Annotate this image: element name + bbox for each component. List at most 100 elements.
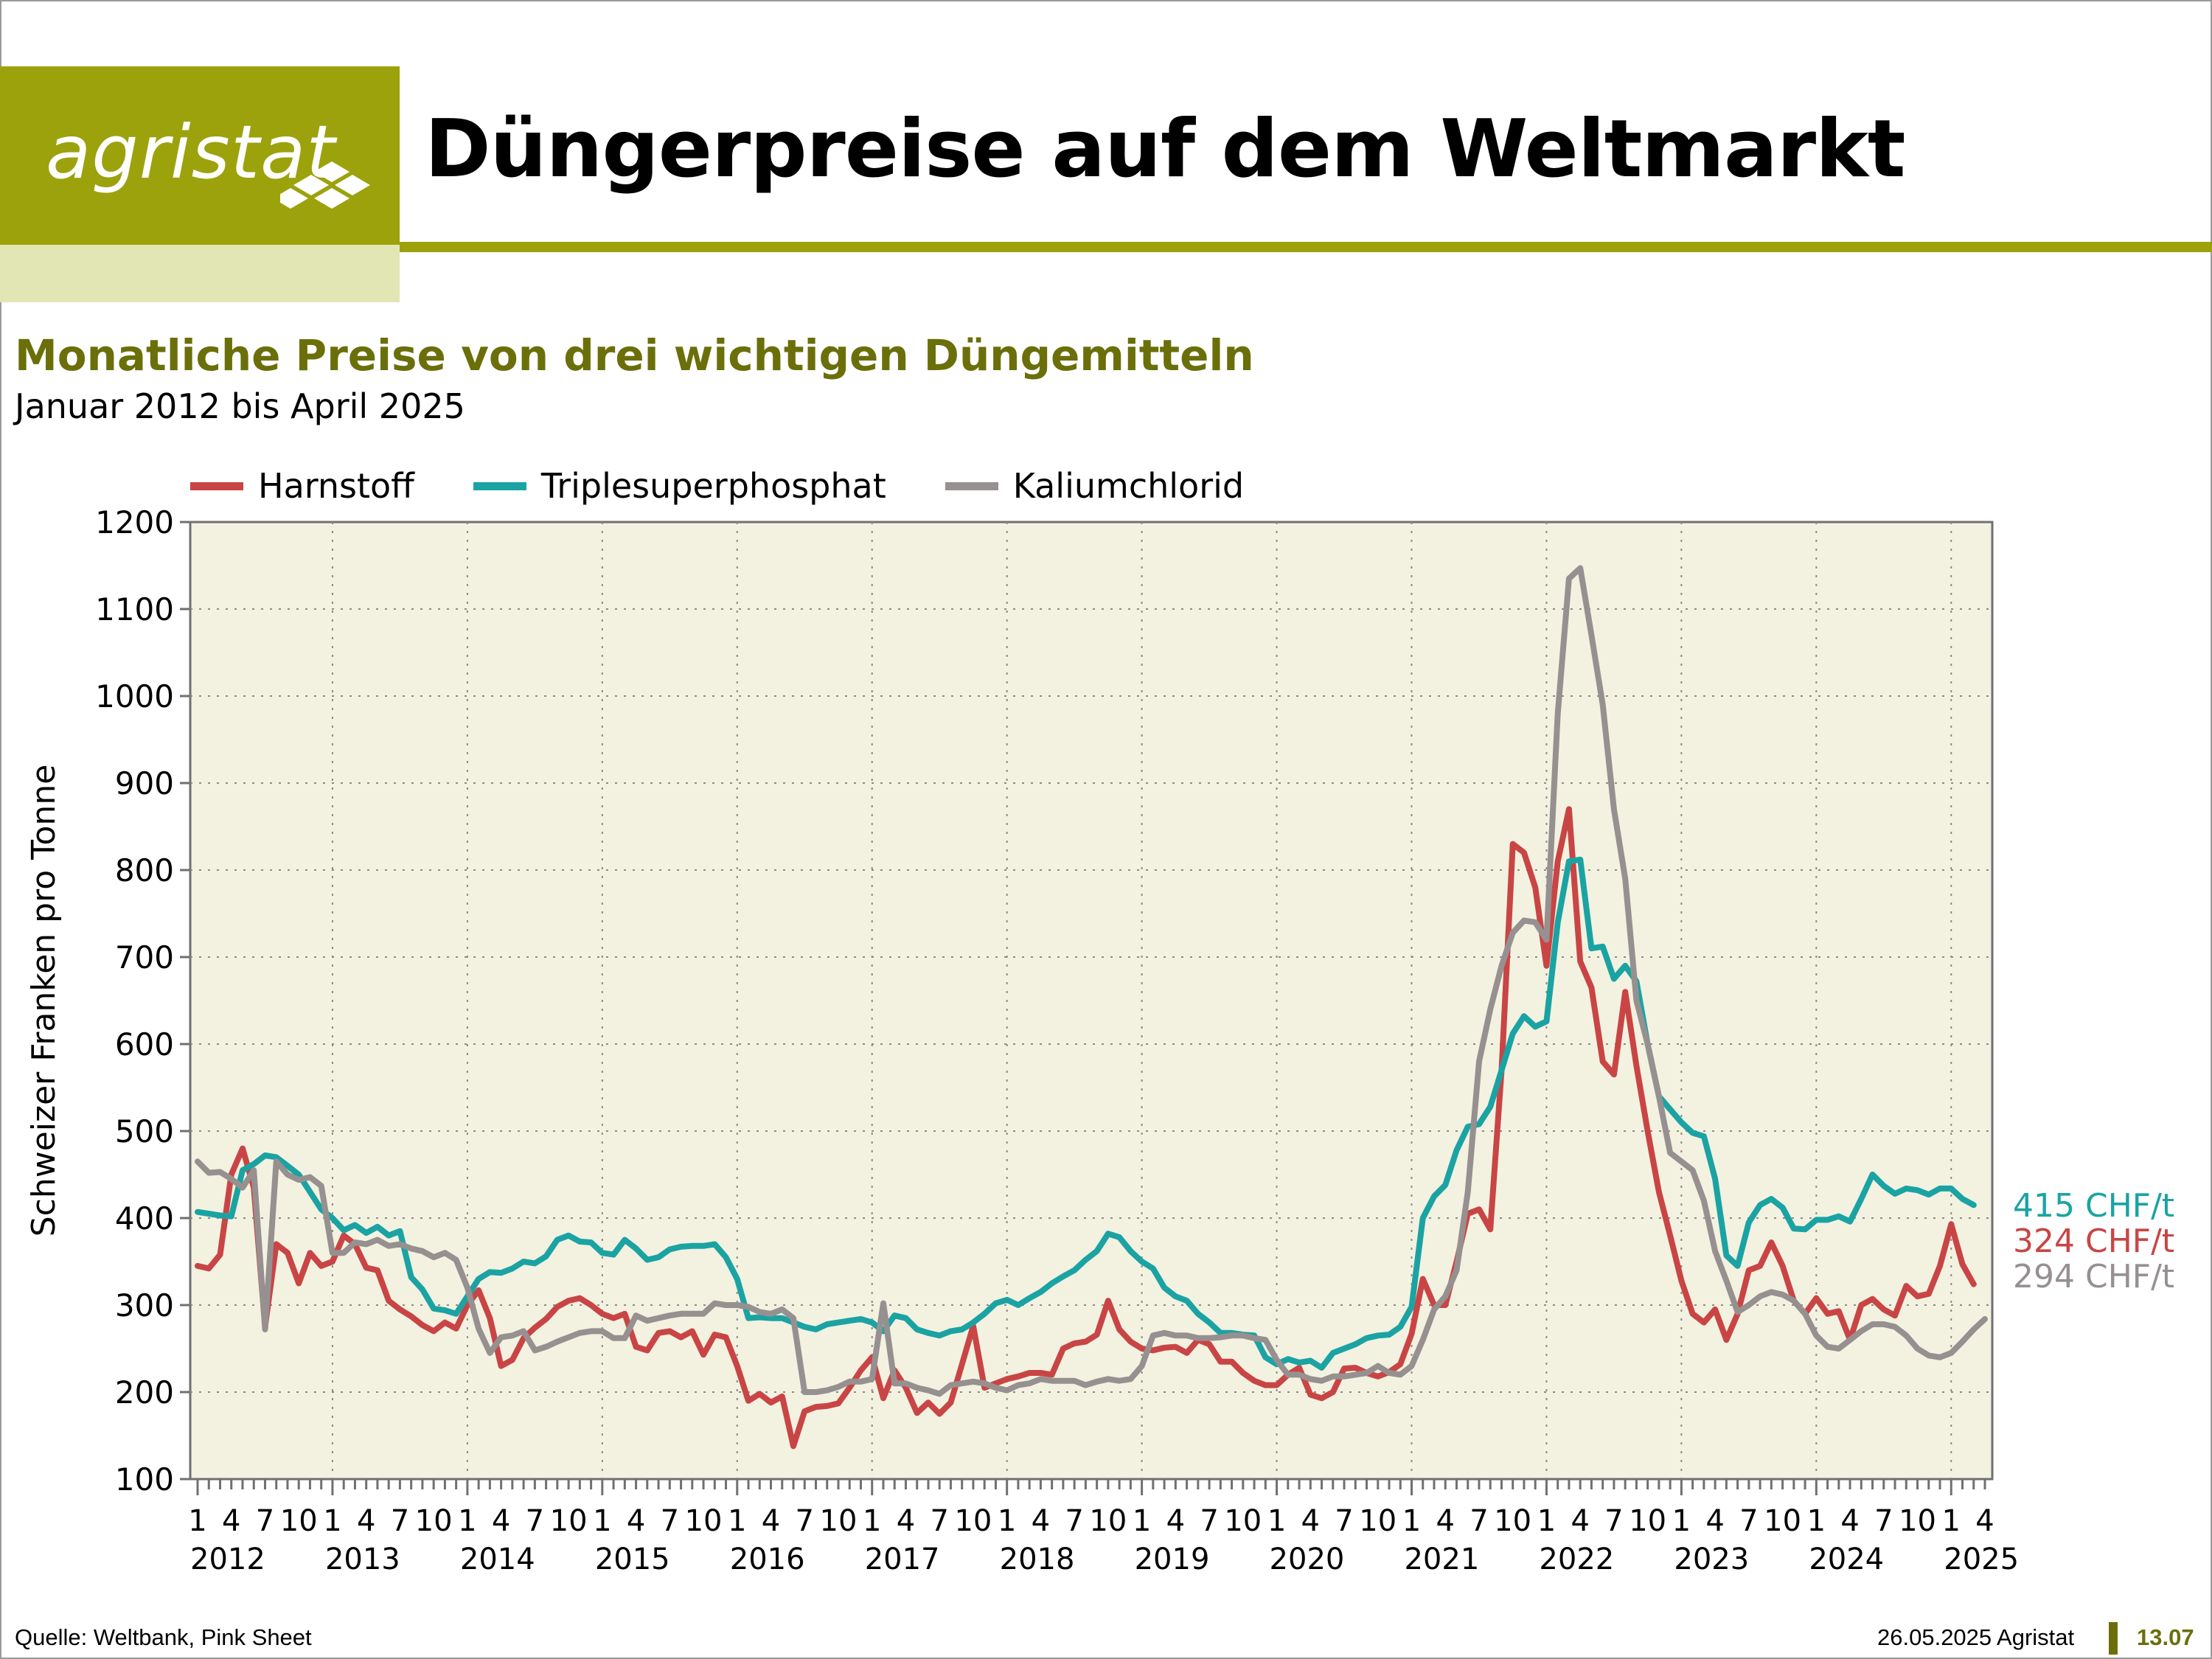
- x-year-label: 2020: [1270, 1543, 1345, 1576]
- x-month-label: 1: [593, 1504, 611, 1538]
- y-tick-label: 500: [115, 1113, 174, 1150]
- header-rule: [400, 242, 2212, 252]
- x-month-label: 10: [1359, 1504, 1397, 1538]
- x-month-label: 4: [1571, 1504, 1589, 1538]
- y-tick-label: 1100: [95, 591, 174, 627]
- end-label-harnstoff: 324 CHF/t: [2013, 1222, 2174, 1260]
- y-tick-label: 800: [115, 852, 174, 888]
- legend-swatch-harnstoff: [190, 481, 243, 490]
- y-tick-label: 200: [115, 1374, 174, 1411]
- x-month-label: 1: [728, 1504, 746, 1538]
- end-label-triplesuperphosphat: 415 CHF/t: [2013, 1187, 2174, 1225]
- x-month-label: 4: [1840, 1504, 1859, 1538]
- date-range: Januar 2012 bis April 2025: [15, 386, 465, 426]
- footer-date: 26.05.2025 Agristat: [1877, 1624, 2075, 1650]
- x-year-label: 2013: [325, 1543, 400, 1576]
- x-month-label: 7: [930, 1504, 948, 1538]
- x-year-label: 2014: [460, 1543, 535, 1576]
- y-tick-label: 700: [115, 939, 174, 975]
- y-tick-label: 600: [115, 1026, 174, 1062]
- x-month-label: 10: [550, 1504, 588, 1538]
- x-month-label: 1: [1267, 1504, 1286, 1538]
- legend-label-harnstoff: Harnstoff: [258, 466, 414, 506]
- x-month-label: 1: [863, 1504, 881, 1538]
- legend-item-harnstoff: Harnstoff: [190, 466, 414, 506]
- x-month-label: 4: [762, 1504, 780, 1538]
- page-title: Düngerpreise auf dem Weltmarkt: [425, 103, 1906, 195]
- x-month-label: 10: [280, 1504, 318, 1538]
- x-month-label: 4: [627, 1504, 645, 1538]
- x-year-label: 2023: [1674, 1543, 1749, 1576]
- x-month-label: 7: [1739, 1504, 1758, 1538]
- x-month-label: 7: [391, 1504, 409, 1538]
- x-month-label: 1: [1402, 1504, 1421, 1538]
- footer-source: Quelle: Weltbank, Pink Sheet: [15, 1624, 312, 1650]
- chart-legend: Harnstoff Triplesuperphosphat Kaliumchlo…: [190, 466, 1303, 506]
- x-month-label: 10: [1089, 1504, 1127, 1538]
- x-month-label: 4: [357, 1504, 375, 1538]
- legend-item-kaliumchlorid: Kaliumchlorid: [945, 466, 1244, 506]
- x-month-label: 1: [323, 1504, 341, 1538]
- series-line-harnstoff: [195, 806, 1977, 1450]
- x-month-label: 7: [1604, 1504, 1623, 1538]
- x-year-label: 2018: [1000, 1543, 1075, 1576]
- x-year-label: 2017: [865, 1543, 940, 1576]
- x-month-label: 10: [415, 1504, 453, 1538]
- x-month-label: 4: [897, 1504, 915, 1538]
- logo-strip: [0, 245, 400, 302]
- y-axis-label: Schweizer Franken pro Tonne: [25, 765, 63, 1237]
- legend-swatch-kaliumchlorid: [945, 481, 998, 490]
- series-line-kaliumchlorid: [195, 565, 1988, 1397]
- x-year-label: 2021: [1404, 1543, 1479, 1576]
- x-year-label: 2019: [1135, 1543, 1210, 1576]
- x-month-label: 1: [1807, 1504, 1826, 1538]
- x-month-label: 1: [1672, 1504, 1691, 1538]
- logo-box: [0, 66, 400, 245]
- y-tick-label: 1000: [95, 678, 174, 714]
- x-month-label: 7: [1065, 1504, 1083, 1538]
- logo-diamonds-icon: [280, 161, 370, 209]
- x-month-label: 10: [685, 1504, 723, 1538]
- x-month-label: 7: [1874, 1504, 1893, 1538]
- x-year-label: 2012: [190, 1543, 265, 1576]
- x-month-label: 7: [1200, 1504, 1218, 1538]
- x-month-label: 7: [256, 1504, 274, 1538]
- x-month-label: 4: [492, 1504, 510, 1538]
- x-year-label: 2025: [1944, 1543, 2019, 1576]
- legend-swatch-triplesuperphosphat: [473, 481, 526, 490]
- x-month-label: 10: [1494, 1504, 1531, 1538]
- x-year-label: 2024: [1809, 1543, 1884, 1576]
- legend-label-triplesuperphosphat: Triplesuperphosphat: [540, 466, 886, 506]
- x-month-label: 10: [1224, 1504, 1262, 1538]
- x-month-label: 4: [222, 1504, 240, 1538]
- x-month-label: 4: [1705, 1504, 1724, 1538]
- x-month-label: 4: [1301, 1504, 1320, 1538]
- x-month-label: 7: [796, 1504, 814, 1538]
- end-label-kaliumchlorid: 294 CHF/t: [2013, 1258, 2174, 1295]
- footer-divider: [2109, 1622, 2118, 1655]
- x-month-label: 4: [1975, 1504, 1994, 1538]
- x-month-label: 7: [1470, 1504, 1488, 1538]
- x-month-label: 7: [661, 1504, 679, 1538]
- x-month-label: 1: [1133, 1504, 1151, 1538]
- y-tick-label: 300: [115, 1287, 174, 1324]
- page-number: 13.07: [2137, 1624, 2194, 1650]
- series-line-triplesuperphosphat: [195, 856, 1977, 1371]
- chart-subtitle: Monatliche Preise von drei wichtigen Dün…: [15, 330, 1254, 380]
- x-month-label: 10: [1899, 1504, 1936, 1538]
- y-tick-label: 100: [115, 1461, 174, 1498]
- x-month-label: 10: [954, 1504, 992, 1538]
- x-month-label: 1: [458, 1504, 476, 1538]
- x-month-label: 4: [1032, 1504, 1050, 1538]
- x-month-label: 10: [820, 1504, 858, 1538]
- x-year-label: 2016: [730, 1543, 805, 1576]
- legend-item-triplesuperphosphat: Triplesuperphosphat: [473, 466, 886, 506]
- y-tick-label: 1200: [95, 504, 174, 540]
- x-year-label: 2015: [595, 1543, 670, 1576]
- legend-label-kaliumchlorid: Kaliumchlorid: [1012, 466, 1245, 506]
- x-month-label: 4: [1166, 1504, 1185, 1538]
- x-month-label: 7: [526, 1504, 544, 1538]
- x-month-label: 1: [998, 1504, 1016, 1538]
